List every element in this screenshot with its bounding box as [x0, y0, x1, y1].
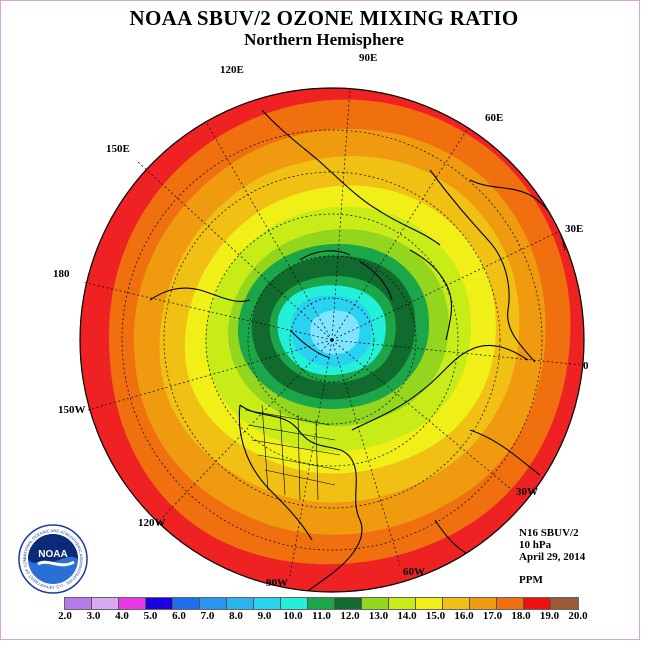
graticule	[81, 87, 583, 577]
color-scale-tick-label: 18.0	[511, 610, 531, 622]
color-scale-cell	[389, 598, 416, 609]
lon-label-30w: 30W	[516, 486, 538, 498]
noaa-logo: NOAA NATIONAL OCEANIC AND ATMOSPHERIC AD…	[18, 524, 88, 594]
lon-label-60w: 60W	[403, 566, 425, 578]
lon-label-150e: 150E	[106, 143, 130, 155]
color-scale-tick-label: 15.0	[425, 610, 446, 622]
color-scale-cell	[443, 598, 470, 609]
color-scale-cell	[416, 598, 443, 609]
color-scale-bar	[64, 597, 579, 610]
color-scale-cell	[335, 598, 362, 609]
color-scale-tick-label: 17.0	[482, 610, 503, 622]
map-title: NOAA SBUV/2 OZONE MIXING RATIO	[129, 6, 519, 30]
pressure-level-label: 10 hPa	[519, 539, 552, 551]
color-scale-tick-label: 11.0	[312, 610, 331, 622]
color-scale-tick-label: 10.0	[283, 610, 303, 622]
color-scale-tick-label: 2.0	[58, 610, 72, 622]
color-scale-cell	[470, 598, 497, 609]
lon-label-30e: 30E	[565, 223, 584, 235]
color-scale-cell	[308, 598, 335, 609]
color-scale-tick-label: 6.0	[172, 610, 186, 622]
color-scale-cell	[254, 598, 281, 609]
noaa-logo-text: NOAA	[38, 549, 67, 560]
color-scale-cell	[497, 598, 524, 609]
color-scale-tick-label: 5.0	[143, 610, 158, 622]
band-core	[310, 310, 360, 355]
lon-label-120w: 120W	[138, 517, 166, 529]
color-scale-tick-label: 9.0	[257, 610, 272, 622]
color-scale-cell	[524, 598, 551, 609]
color-scale-tick-label: 19.0	[539, 610, 560, 622]
color-scale-cell	[173, 598, 200, 609]
instrument-label: N16 SBUV/2	[519, 527, 579, 539]
color-scale-cell	[227, 598, 254, 609]
lon-label-90w: 90W	[266, 577, 288, 589]
lon-label-0: 0	[583, 360, 589, 372]
color-scale-tick-label: 3.0	[86, 610, 101, 622]
color-scale-cell	[551, 598, 578, 609]
lon-label-90e: 90E	[359, 52, 378, 64]
color-scale-tick-label: 16.0	[454, 610, 474, 622]
color-scale-tick-label: 8.0	[229, 610, 243, 622]
color-scale-tick-label: 13.0	[368, 610, 389, 622]
color-scale-tick-label: 7.0	[200, 610, 215, 622]
color-scale-cell	[146, 598, 173, 609]
color-scale-cell	[281, 598, 308, 609]
lon-label-120e: 120E	[220, 64, 244, 76]
color-scale-cell	[65, 598, 92, 609]
units-label: PPM	[519, 574, 543, 586]
lon-label-150w: 150W	[58, 404, 86, 416]
lon-label-60e: 60E	[485, 112, 504, 124]
lon-label-180: 180	[53, 268, 70, 280]
color-scale-cell	[119, 598, 146, 609]
figure-frame	[0, 0, 640, 640]
color-scale-tick-label: 12.0	[340, 610, 360, 622]
date-label: April 29, 2014	[519, 551, 586, 563]
state-borders	[244, 404, 341, 501]
color-scale-tick-label: 20.0	[568, 610, 588, 622]
map-subtitle: Northern Hemisphere	[244, 30, 404, 49]
color-scale-tick-label: 4.0	[115, 610, 129, 622]
color-scale-tick-label: 14.0	[397, 610, 417, 622]
map-boundary	[79, 87, 585, 593]
color-scale-cell	[200, 598, 227, 609]
color-scale-cell	[92, 598, 119, 609]
color-scale-cell	[362, 598, 389, 609]
